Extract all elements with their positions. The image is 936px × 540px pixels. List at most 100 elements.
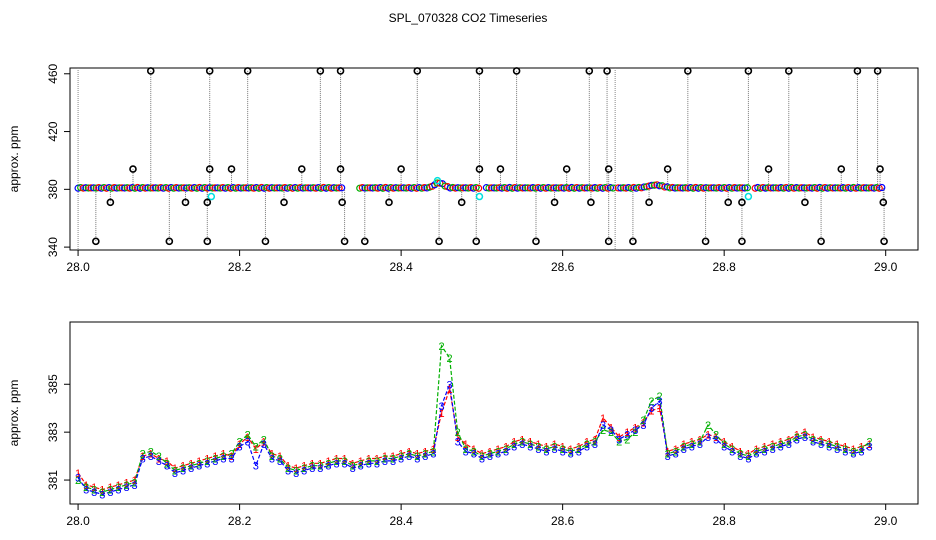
bottom-series-mark-2: 2 bbox=[576, 444, 582, 456]
top-y-axis: 340 380 420 460 bbox=[46, 63, 70, 257]
bottom-series-mark-2: 2 bbox=[600, 425, 606, 437]
bottom-series-mark-1: 1 bbox=[188, 458, 194, 470]
top-y-axis-label: approx. ppm bbox=[7, 126, 21, 193]
bottom-series-mark-3: 3 bbox=[761, 446, 767, 458]
top-data-point bbox=[524, 184, 532, 192]
bottom-series-mark-3: 3 bbox=[592, 439, 598, 451]
top-outlier-point bbox=[165, 237, 174, 246]
top-data-point bbox=[172, 184, 180, 192]
top-outlier-point bbox=[817, 237, 825, 246]
top-data-point bbox=[617, 184, 625, 192]
bottom-series-mark-3: 3 bbox=[632, 425, 638, 437]
bottom-series-mark-2: 2 bbox=[228, 449, 234, 461]
bottom-series-mark-2: 2 bbox=[503, 444, 509, 456]
bottom-series-mark-3: 3 bbox=[422, 451, 428, 463]
bottom-series-mark-3: 3 bbox=[511, 442, 517, 454]
bottom-series-mark-3: 3 bbox=[842, 446, 848, 458]
bottom-series-mark-1: 1 bbox=[83, 480, 89, 492]
bottom-series-mark-2: 2 bbox=[552, 442, 558, 454]
bottom-series-mark-2: 2 bbox=[358, 458, 364, 470]
top-data-point bbox=[831, 184, 839, 192]
bottom-series-mark-2: 2 bbox=[463, 444, 469, 456]
bottom-series-mark-2: 2 bbox=[398, 451, 404, 463]
bottom-series-mark-3: 3 bbox=[665, 451, 671, 463]
top-outlier-point bbox=[243, 67, 252, 75]
bottom-series-mark-2: 2 bbox=[277, 454, 283, 466]
bottom-series-mark-1: 1 bbox=[745, 449, 751, 461]
top-outlier-point bbox=[496, 165, 505, 173]
bottom-series-mark-1: 1 bbox=[269, 449, 275, 461]
bottom-series-mark-2: 2 bbox=[414, 451, 420, 463]
bottom-series-mark-3: 3 bbox=[535, 444, 541, 456]
top-data-point bbox=[550, 184, 558, 192]
bottom-series-mark-3: 3 bbox=[406, 451, 412, 463]
bottom-series-mark-1: 1 bbox=[487, 446, 493, 458]
top-data-point bbox=[526, 184, 534, 192]
bottom-series-mark-2: 2 bbox=[309, 461, 315, 473]
bottom-series-mark-1: 1 bbox=[245, 432, 251, 444]
bottom-series-mark-1: 1 bbox=[640, 418, 646, 430]
bottom-series-mark-3: 3 bbox=[818, 439, 824, 451]
top-data-point bbox=[446, 184, 454, 192]
bottom-series-mark-3: 3 bbox=[616, 434, 622, 446]
top-data-point bbox=[79, 184, 87, 192]
top-x-axis: 28.0 28.2 28.4 28.6 28.8 29.0 bbox=[66, 250, 898, 274]
top-outlier-point bbox=[744, 67, 753, 75]
top-data-point bbox=[485, 184, 493, 192]
bottom-series-mark-2: 2 bbox=[681, 442, 687, 454]
bottom-series-mark-1: 1 bbox=[721, 437, 727, 449]
top-cyan-point bbox=[207, 192, 216, 201]
bottom-series-mark-1: 1 bbox=[697, 434, 703, 446]
top-data-point bbox=[276, 184, 284, 192]
top-outlier-point bbox=[457, 198, 466, 207]
top-outlier-point bbox=[876, 165, 884, 173]
bottom-series-mark-3: 3 bbox=[107, 487, 113, 499]
bottom-series-mark-3: 3 bbox=[640, 420, 646, 432]
top-data-point bbox=[769, 184, 777, 192]
top-data-point bbox=[490, 184, 498, 192]
bottom-series-mark-3: 3 bbox=[245, 437, 251, 449]
top-data-point bbox=[183, 184, 191, 192]
top-outlier-point bbox=[532, 237, 540, 246]
top-outlier-point bbox=[475, 67, 484, 75]
top-data-point bbox=[208, 184, 217, 192]
bottom-series-mark-3: 3 bbox=[455, 437, 461, 449]
bottom-series-mark-1: 1 bbox=[398, 449, 404, 461]
top-data-point bbox=[495, 184, 503, 192]
bottom-series-mark-2: 2 bbox=[325, 458, 331, 470]
top-data-point bbox=[857, 184, 865, 192]
bottom-series-mark-2: 2 bbox=[140, 449, 146, 461]
bottom-series-mark-1: 1 bbox=[689, 437, 695, 449]
top-data-point bbox=[270, 184, 279, 192]
top-data-point bbox=[862, 184, 870, 192]
bottom-series-mark-1: 1 bbox=[414, 449, 420, 461]
bottom-series-mark-1: 1 bbox=[600, 413, 606, 425]
bottom-series-mark-3: 3 bbox=[164, 461, 170, 473]
bottom-series-mark-1: 1 bbox=[850, 444, 856, 456]
top-data-point bbox=[707, 184, 715, 192]
top-data-point bbox=[475, 184, 483, 192]
top-data-point bbox=[84, 184, 93, 192]
top-data-point bbox=[265, 184, 273, 192]
bottom-series-mark-1: 1 bbox=[438, 408, 444, 420]
bottom-series-mark-1: 1 bbox=[778, 437, 784, 449]
bottom-series-mark-2: 2 bbox=[568, 446, 574, 458]
bottom-series-mark-2: 2 bbox=[511, 439, 517, 451]
bottom-series-mark-2: 2 bbox=[584, 439, 590, 451]
top-outlier-point bbox=[146, 67, 155, 75]
top-data-point bbox=[516, 184, 524, 192]
top-outlier-point bbox=[738, 237, 746, 246]
top-data-point bbox=[268, 184, 276, 192]
top-x-tick-label: 28.6 bbox=[551, 260, 575, 274]
top-data-point bbox=[361, 184, 369, 192]
top-outlier-point bbox=[297, 165, 306, 173]
top-data-point bbox=[87, 184, 95, 192]
top-data-point bbox=[245, 184, 253, 192]
bottom-series-mark-2: 2 bbox=[99, 487, 105, 499]
top-data-point bbox=[299, 184, 307, 192]
top-data-point bbox=[774, 184, 783, 192]
top-data-point bbox=[635, 183, 643, 192]
bottom-series-mark-1: 1 bbox=[511, 437, 517, 449]
bottom-series-mark-2: 2 bbox=[858, 444, 864, 456]
bottom-series-mark-1: 1 bbox=[317, 458, 323, 470]
